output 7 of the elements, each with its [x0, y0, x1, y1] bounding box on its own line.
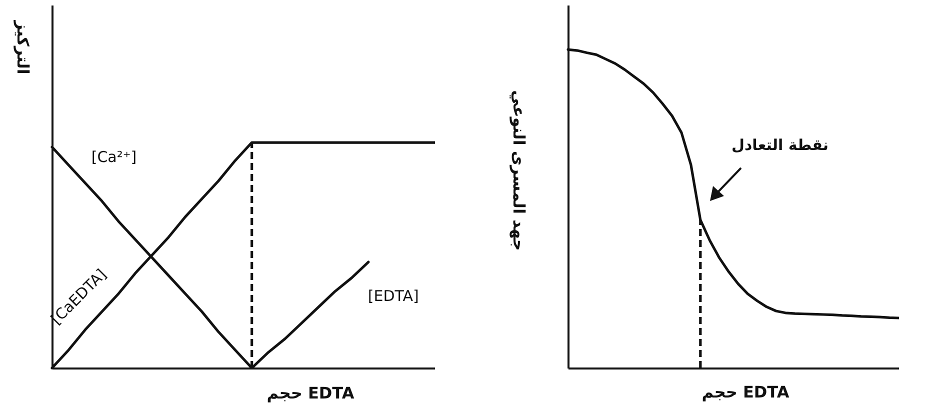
y-axis-title: التركيز — [14, 20, 32, 74]
y-axis-title: جهد المسرى النوعي — [510, 90, 528, 251]
annotation: نقطة التعادل — [731, 136, 829, 154]
series-label: [EDTA] — [368, 287, 419, 306]
series-label: [Ca²⁺] — [91, 148, 137, 166]
x-axis-title: حجم EDTA — [702, 382, 790, 402]
x-axis-title: حجم EDTA — [266, 384, 355, 402]
